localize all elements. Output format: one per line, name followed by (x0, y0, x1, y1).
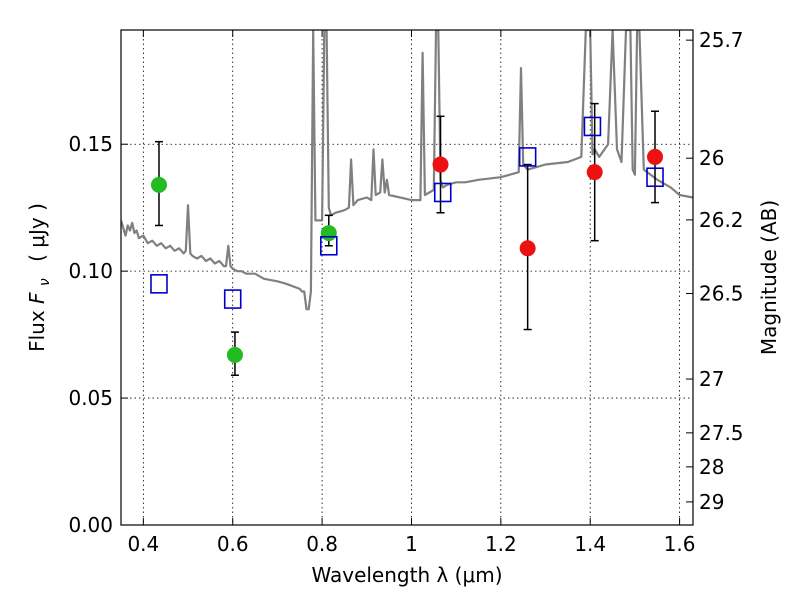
data-point-circle (432, 156, 449, 173)
y2-tick-label: 28 (699, 455, 724, 479)
data-point-square (319, 235, 338, 256)
data-point-square (518, 147, 537, 167)
model-spectrum (121, 30, 693, 311)
data-markers (150, 116, 664, 363)
plot-area (121, 30, 693, 526)
y2-tick-label: 26.2 (699, 208, 744, 232)
y-tick-label: 0.05 (68, 386, 113, 410)
x-tick-label: 0.8 (306, 532, 338, 556)
y2-tick-label: 26.5 (699, 281, 744, 305)
data-point-square (583, 116, 602, 137)
y2-tick-label: 26 (699, 146, 724, 170)
x-axis-label: Wavelength λ (μm) (311, 563, 502, 587)
data-point-square (433, 182, 452, 203)
x-tick-label: 1.6 (664, 532, 696, 556)
y2-tick-label: 27 (699, 367, 724, 391)
data-point-circle (150, 176, 167, 193)
y-tick-label: 0.00 (68, 513, 113, 537)
y-tick-label: 0.15 (68, 132, 113, 156)
data-point-circle (647, 148, 664, 165)
data-point-circle (519, 240, 536, 257)
data-point-square (223, 289, 242, 309)
y-tick-label: 0.10 (68, 259, 113, 283)
data-point-circle (226, 346, 243, 363)
y2-tick-label: 29 (699, 490, 724, 514)
data-point-circle (586, 164, 603, 181)
spectrum-line (121, 30, 693, 311)
y-axis-label: Flux F ν ( μJy ) (25, 203, 54, 352)
y2-axis-label: Magnitude (AB) (757, 200, 781, 355)
plot-background (121, 30, 693, 525)
x-tick-label: 1 (405, 532, 418, 556)
data-point-square (150, 274, 168, 294)
data-point-square (646, 167, 664, 188)
x-tick-label: 1.4 (574, 532, 606, 556)
plot-frame (120, 29, 694, 526)
x-tick-label: 0.6 (217, 532, 249, 556)
x-tick-label: 1.2 (485, 532, 517, 556)
y2-tick-label: 25.7 (699, 28, 744, 52)
axes: 0.4 0.6 0.8 1 1.2 1.4 1.6 0.00 0.05 0.10 0.15 25.7 2… (68, 28, 743, 556)
y2-tick-label: 27.5 (699, 421, 744, 445)
data-point-circle (320, 225, 337, 242)
x-tick-label: 0.4 (127, 532, 159, 556)
